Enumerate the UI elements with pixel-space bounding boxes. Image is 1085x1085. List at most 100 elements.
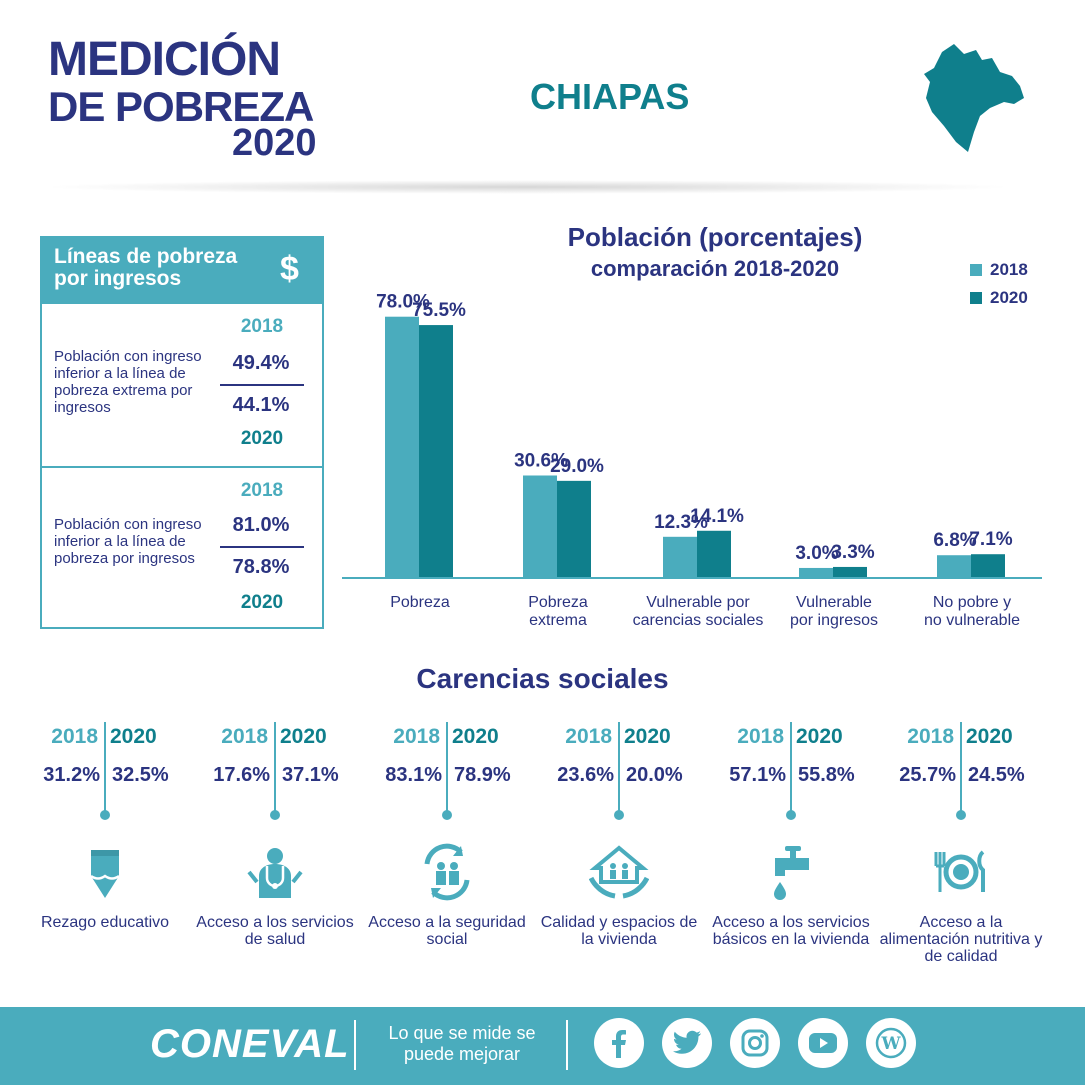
row2-value-2018: 81.0% <box>232 514 290 536</box>
carencia-dot <box>270 810 280 820</box>
category-label-3: por ingresos <box>790 612 878 629</box>
income-lines-title: Líneas de pobreza por ingresos <box>54 245 238 290</box>
carencia-item: 2018 2020 17.6% 37.1% Acceso a los servicios… <box>190 722 360 992</box>
facebook-icon[interactable] <box>594 1018 644 1068</box>
row2-value-2020: 78.8% <box>232 556 290 578</box>
carencia-value-2018: 23.6% <box>557 764 614 786</box>
carencia-label: Acceso a la seguridad social <box>368 914 526 948</box>
title-line2: DE POBREZA <box>48 83 314 130</box>
row2-year-2020: 2020 <box>240 592 284 613</box>
carencia-value-2018: 17.6% <box>213 764 270 786</box>
carencia-value-2020: 55.8% <box>798 764 855 786</box>
carencia-value-2020: 24.5% <box>968 764 1025 786</box>
category-label-4: No pobre y <box>933 594 1011 611</box>
twitter-icon[interactable] <box>662 1018 712 1068</box>
carencia-item: 2018 2020 31.2% 32.5% Rezago educativo <box>20 722 190 992</box>
bar-label-2020-4: 7.1% <box>969 529 1012 550</box>
legend-swatch-2018 <box>970 264 982 276</box>
row1-year-2018: 2018 <box>240 316 284 337</box>
carencia-divider <box>790 722 792 814</box>
bar-2018-0 <box>385 316 419 578</box>
carencia-year-2020: 2020 <box>624 725 671 748</box>
bar-label-2018-3: 3.0% <box>795 543 838 564</box>
carencia-item: 2018 2020 25.7% 24.5% Acceso a la alimentaci… <box>876 722 1046 992</box>
svg-text:W: W <box>880 1034 901 1054</box>
category-label-2: carencias sociales <box>633 612 764 629</box>
category-label-1: Pobreza <box>528 594 588 611</box>
carencias-title: Carencias sociales <box>416 663 669 694</box>
carencia-value-2018: 31.2% <box>43 764 100 786</box>
bar-2018-2 <box>663 536 697 578</box>
category-label-1: extrema <box>529 612 587 629</box>
pencil-icon <box>75 842 135 902</box>
bar-2018-1 <box>523 475 557 578</box>
state-name: CHIAPAS <box>530 76 690 117</box>
row2-description: Población con ingreso inferior a la líne… <box>54 516 202 567</box>
carencia-year-2020: 2020 <box>110 725 157 748</box>
legend-item-2020: 2020 <box>970 284 1028 312</box>
carencia-label: Calidad y espacios de la vivienda <box>540 914 698 948</box>
chart-legend: 2018 2020 <box>970 256 1028 312</box>
footer-separator <box>566 1020 568 1070</box>
category-label-0: Pobreza <box>390 594 450 611</box>
house-hands-icon <box>588 842 650 902</box>
carencia-value-2020: 78.9% <box>454 764 511 786</box>
carencia-label: Rezago educativo <box>40 914 170 931</box>
category-label-3: Vulnerable <box>796 594 872 611</box>
category-label-4: no vulnerable <box>924 612 1020 629</box>
carencia-value-2018: 57.1% <box>729 764 786 786</box>
carencia-year-2018: 2018 <box>51 725 98 748</box>
carencia-label: Acceso a los servicios de salud <box>196 914 354 948</box>
carencia-year-2020: 2020 <box>452 725 499 748</box>
carencia-dot <box>100 810 110 820</box>
carencia-divider <box>618 722 620 814</box>
dollar-icon: $ <box>280 250 299 288</box>
footer-separator <box>354 1020 356 1070</box>
carencia-year-2020: 2020 <box>966 725 1013 748</box>
legend-label-2018: 2018 <box>990 260 1028 279</box>
carencia-value-2020: 20.0% <box>626 764 683 786</box>
title-year: 2020 <box>232 122 317 164</box>
income-lines-header <box>40 236 324 304</box>
legend-label-2020: 2020 <box>990 288 1028 307</box>
bar-2020-2 <box>697 530 731 578</box>
bar-label-2018-4: 6.8% <box>933 530 976 551</box>
youtube-icon[interactable] <box>798 1018 848 1068</box>
legend-swatch-2020 <box>970 292 982 304</box>
carencia-dot <box>786 810 796 820</box>
chart-title: Población (porcentajes) <box>567 222 863 252</box>
carencia-value-2018: 25.7% <box>899 764 956 786</box>
chiapas-map-icon <box>924 44 1024 152</box>
carencia-year-2018: 2018 <box>565 725 612 748</box>
bar-2020-0 <box>419 325 453 578</box>
bar-label-2020-3: 3.3% <box>831 542 874 563</box>
carencia-year-2018: 2018 <box>737 725 784 748</box>
carencia-dot <box>614 810 624 820</box>
bar-label-2020-1: 29.0% <box>550 456 604 477</box>
doctor-icon <box>245 842 305 902</box>
carencia-label: Acceso a los servicios básicos en la viv… <box>712 914 870 948</box>
carencia-value-2020: 37.1% <box>282 764 339 786</box>
carencia-divider <box>274 722 276 814</box>
bar-label-2018-1: 30.6% <box>514 450 568 471</box>
bar-label-2020-2: 14.1% <box>690 506 744 527</box>
row1-value-2020: 44.1% <box>232 394 290 416</box>
carencia-year-2018: 2018 <box>393 725 440 748</box>
carencia-item: 2018 2020 83.1% 78.9% Acceso a la seguridad … <box>362 722 532 992</box>
legend-item-2018: 2018 <box>970 256 1028 284</box>
carencia-dot <box>442 810 452 820</box>
bar-2018-3 <box>799 567 833 578</box>
carencia-value-2018: 83.1% <box>385 764 442 786</box>
bar-2020-3 <box>833 566 867 578</box>
category-label-2: Vulnerable por <box>646 594 750 611</box>
title-line1: MEDICIÓN <box>48 33 281 86</box>
instagram-icon[interactable] <box>730 1018 780 1068</box>
plate-icon <box>931 842 991 902</box>
wordpress-icon[interactable]: W <box>866 1018 916 1068</box>
carencia-year-2018: 2018 <box>221 725 268 748</box>
footer-slogan: Lo que se mide se puede mejorar <box>388 1023 536 1064</box>
carencia-divider <box>104 722 106 814</box>
coneval-logo[interactable]: CONEVAL <box>150 1022 350 1066</box>
carencia-year-2020: 2020 <box>280 725 327 748</box>
bar-label-2018-0: 78.0% <box>376 292 430 313</box>
